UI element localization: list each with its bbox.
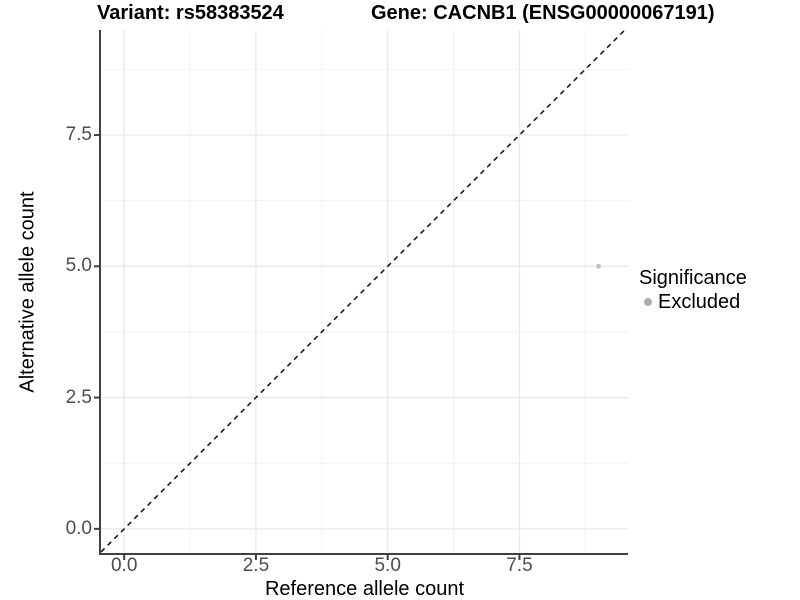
y-tick-label: 0.0 — [65, 517, 92, 539]
x-tick-label: 2.5 — [242, 555, 270, 576]
y-tick-label: 2.5 — [65, 386, 92, 408]
legend: Significance Excluded — [639, 266, 747, 313]
y-tick-label: 5.0 — [65, 255, 92, 277]
y-tick-label: 7.5 — [65, 124, 92, 146]
legend-item-excluded: Excluded — [639, 291, 747, 313]
excluded-point-icon — [644, 298, 652, 306]
gene-title: Gene: CACNB1 (ENSG00000067191) — [371, 2, 715, 24]
x-axis-title: Reference allele count — [264, 578, 464, 600]
legend-item-label: Excluded — [658, 291, 741, 313]
identity-line — [100, 29, 626, 553]
y-axis-title: Alternative allele count — [16, 191, 39, 393]
x-tick-label: 7.5 — [506, 555, 533, 576]
x-tick-label: 0.0 — [110, 555, 138, 576]
data-point — [596, 263, 601, 269]
variant-title: Variant: rs58383524 — [97, 2, 284, 24]
x-tick-label: 5.0 — [374, 555, 401, 576]
legend-title: Significance — [639, 267, 747, 289]
